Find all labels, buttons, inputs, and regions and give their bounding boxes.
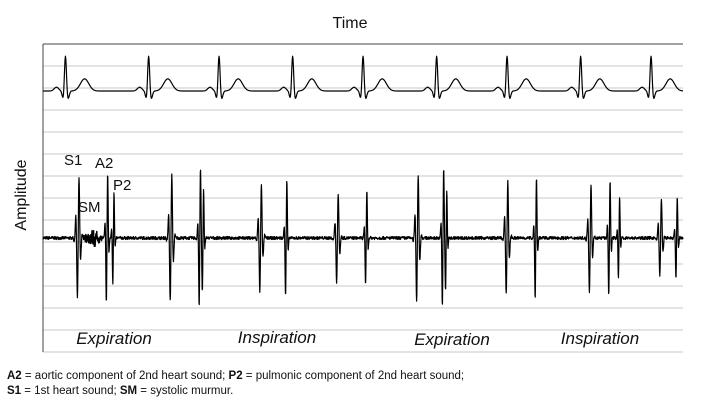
footnote-def-a2: = aortic component of 2nd heart sound; xyxy=(21,370,229,382)
footnote-line-2: S1 = 1st heart sound; SM = systolic murm… xyxy=(7,384,464,399)
footnote-def-s1: = 1st heart sound; xyxy=(21,385,120,397)
annotation-p2: P2 xyxy=(113,177,131,194)
footnote-term-s1: S1 xyxy=(7,385,22,397)
phase-label-inspiration-1: Inspiration xyxy=(238,328,316,347)
phase-label-expiration-1: Expiration xyxy=(76,329,152,348)
annotation-a2: A2 xyxy=(95,155,113,172)
pcg-trace xyxy=(42,169,684,306)
annotation-sm: SM xyxy=(78,199,101,216)
gridlines xyxy=(43,65,683,353)
footnote: A2 = aortic component of 2nd heart sound… xyxy=(7,369,464,399)
phase-label-inspiration-2: Inspiration xyxy=(561,329,639,348)
footnote-def-p2: = pulmonic component of 2nd heart sound; xyxy=(242,370,465,382)
footnote-term-sm: SM xyxy=(119,385,138,397)
ecg-trace xyxy=(42,55,684,99)
footnote-line-1: A2 = aortic component of 2nd heart sound… xyxy=(7,369,464,384)
footnote-def-sm: = systolic murmur. xyxy=(137,385,234,397)
annotation-s1: S1 xyxy=(64,152,82,169)
footnote-term-a2: A2 xyxy=(7,370,22,382)
footnote-term-p2: P2 xyxy=(228,370,243,382)
y-axis-label: Amplitude xyxy=(13,159,30,230)
phase-label-expiration-2: Expiration xyxy=(414,330,490,349)
chart-title: Time xyxy=(333,15,368,32)
